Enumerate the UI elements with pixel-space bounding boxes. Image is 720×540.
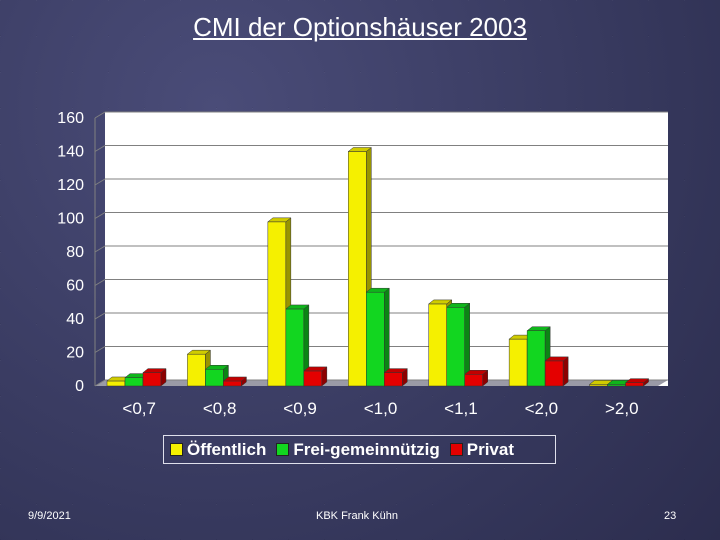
x-tick-label: <0,8 xyxy=(203,399,237,418)
bar-front xyxy=(285,308,305,387)
legend-label-frei-gemeinnuetzig: Frei-gemeinnützig xyxy=(293,439,440,459)
x-tick-label: <2,0 xyxy=(525,399,559,418)
x-tick-label: <1,1 xyxy=(444,399,478,418)
bar-top xyxy=(267,217,292,223)
x-tick-label: <1,0 xyxy=(364,399,398,418)
bar-top xyxy=(186,349,212,355)
bar-top xyxy=(365,287,390,293)
bar-front xyxy=(589,384,608,387)
y-tick-label: 60 xyxy=(66,278,84,295)
chart-legend: Öffentlich Frei-gemeinnützig Privat xyxy=(163,435,556,464)
bar-front xyxy=(348,151,367,387)
bar-front xyxy=(384,372,403,387)
gridline-side xyxy=(94,279,106,286)
bar-top xyxy=(285,304,310,310)
y-tick-label: 160 xyxy=(57,110,84,127)
y-tick-label: 80 xyxy=(66,244,84,261)
bar-front xyxy=(428,303,447,387)
x-tick-label: <0,7 xyxy=(122,399,156,418)
gridline-side xyxy=(94,212,106,219)
bar-front xyxy=(607,384,626,387)
bar-top xyxy=(303,366,328,372)
bar-front xyxy=(366,291,385,387)
bar-top xyxy=(446,303,471,308)
legend-swatch-privat xyxy=(449,443,463,456)
legend-label-oeffentlich: Öffentlich xyxy=(187,439,267,459)
gridline-side xyxy=(94,145,106,152)
bar-top xyxy=(526,326,551,331)
bar-front xyxy=(303,370,323,387)
bar-front xyxy=(124,377,144,387)
gridline-side xyxy=(94,245,106,253)
bar-front xyxy=(187,353,206,387)
bar-side xyxy=(562,356,569,387)
x-tick-label: <0,9 xyxy=(283,399,317,418)
bar-top xyxy=(204,365,230,370)
chart-title: CMI der Optionshäuser 2003 xyxy=(193,12,527,42)
bar-front xyxy=(223,380,242,387)
bar-top xyxy=(383,368,408,373)
bar-top xyxy=(624,378,650,383)
bar-front xyxy=(267,221,287,387)
bar-top xyxy=(142,368,167,373)
bar-top xyxy=(347,147,372,152)
legend-item-privat: Privat xyxy=(449,439,514,460)
bar-front xyxy=(464,374,483,387)
y-tick-label: 20 xyxy=(66,345,84,362)
y-tick-label: 100 xyxy=(57,211,84,228)
bar-front xyxy=(205,369,224,387)
bar-top xyxy=(222,376,248,382)
gridline-side xyxy=(94,178,106,186)
legend-swatch-oeffentlich xyxy=(170,443,183,456)
footer-author: KBK Frank Kühn xyxy=(316,510,398,522)
gridline-side xyxy=(94,346,106,353)
x-tick-label: >2,0 xyxy=(605,399,639,418)
y-tick-label: 120 xyxy=(57,177,84,194)
bar-front xyxy=(508,338,528,387)
footer-page-number: 23 xyxy=(664,510,677,522)
legend-swatch-frei-gemeinnuetzig xyxy=(276,443,290,456)
gridline-side xyxy=(94,312,106,320)
footer-date: 9/9/2021 xyxy=(28,510,71,522)
bar-front xyxy=(142,372,162,387)
bar-front xyxy=(446,307,465,387)
gridline-side xyxy=(94,379,106,387)
y-tick-label: 40 xyxy=(66,311,84,328)
gridline-side xyxy=(94,111,106,119)
legend-label-privat: Privat xyxy=(466,439,514,459)
bar-chart: 0 20 40 60 80 100 120 140 160 <0,7 <0,8 <0,9 <1,0 <1,… xyxy=(57,110,668,418)
y-tick-label: 0 xyxy=(75,378,84,395)
legend-item-frei-gemeinnuetzig: Frei-gemeinnützig xyxy=(276,439,440,460)
y-tick-label: 140 xyxy=(57,144,84,161)
bar-front xyxy=(526,330,546,387)
legend-item-oeffentlich: Öffentlich xyxy=(170,440,266,460)
bar-front xyxy=(544,360,564,387)
bar-top xyxy=(464,370,489,375)
bar-front xyxy=(106,380,126,387)
bar-top xyxy=(544,356,569,362)
bar-front xyxy=(625,382,644,387)
bar-top xyxy=(428,299,453,305)
